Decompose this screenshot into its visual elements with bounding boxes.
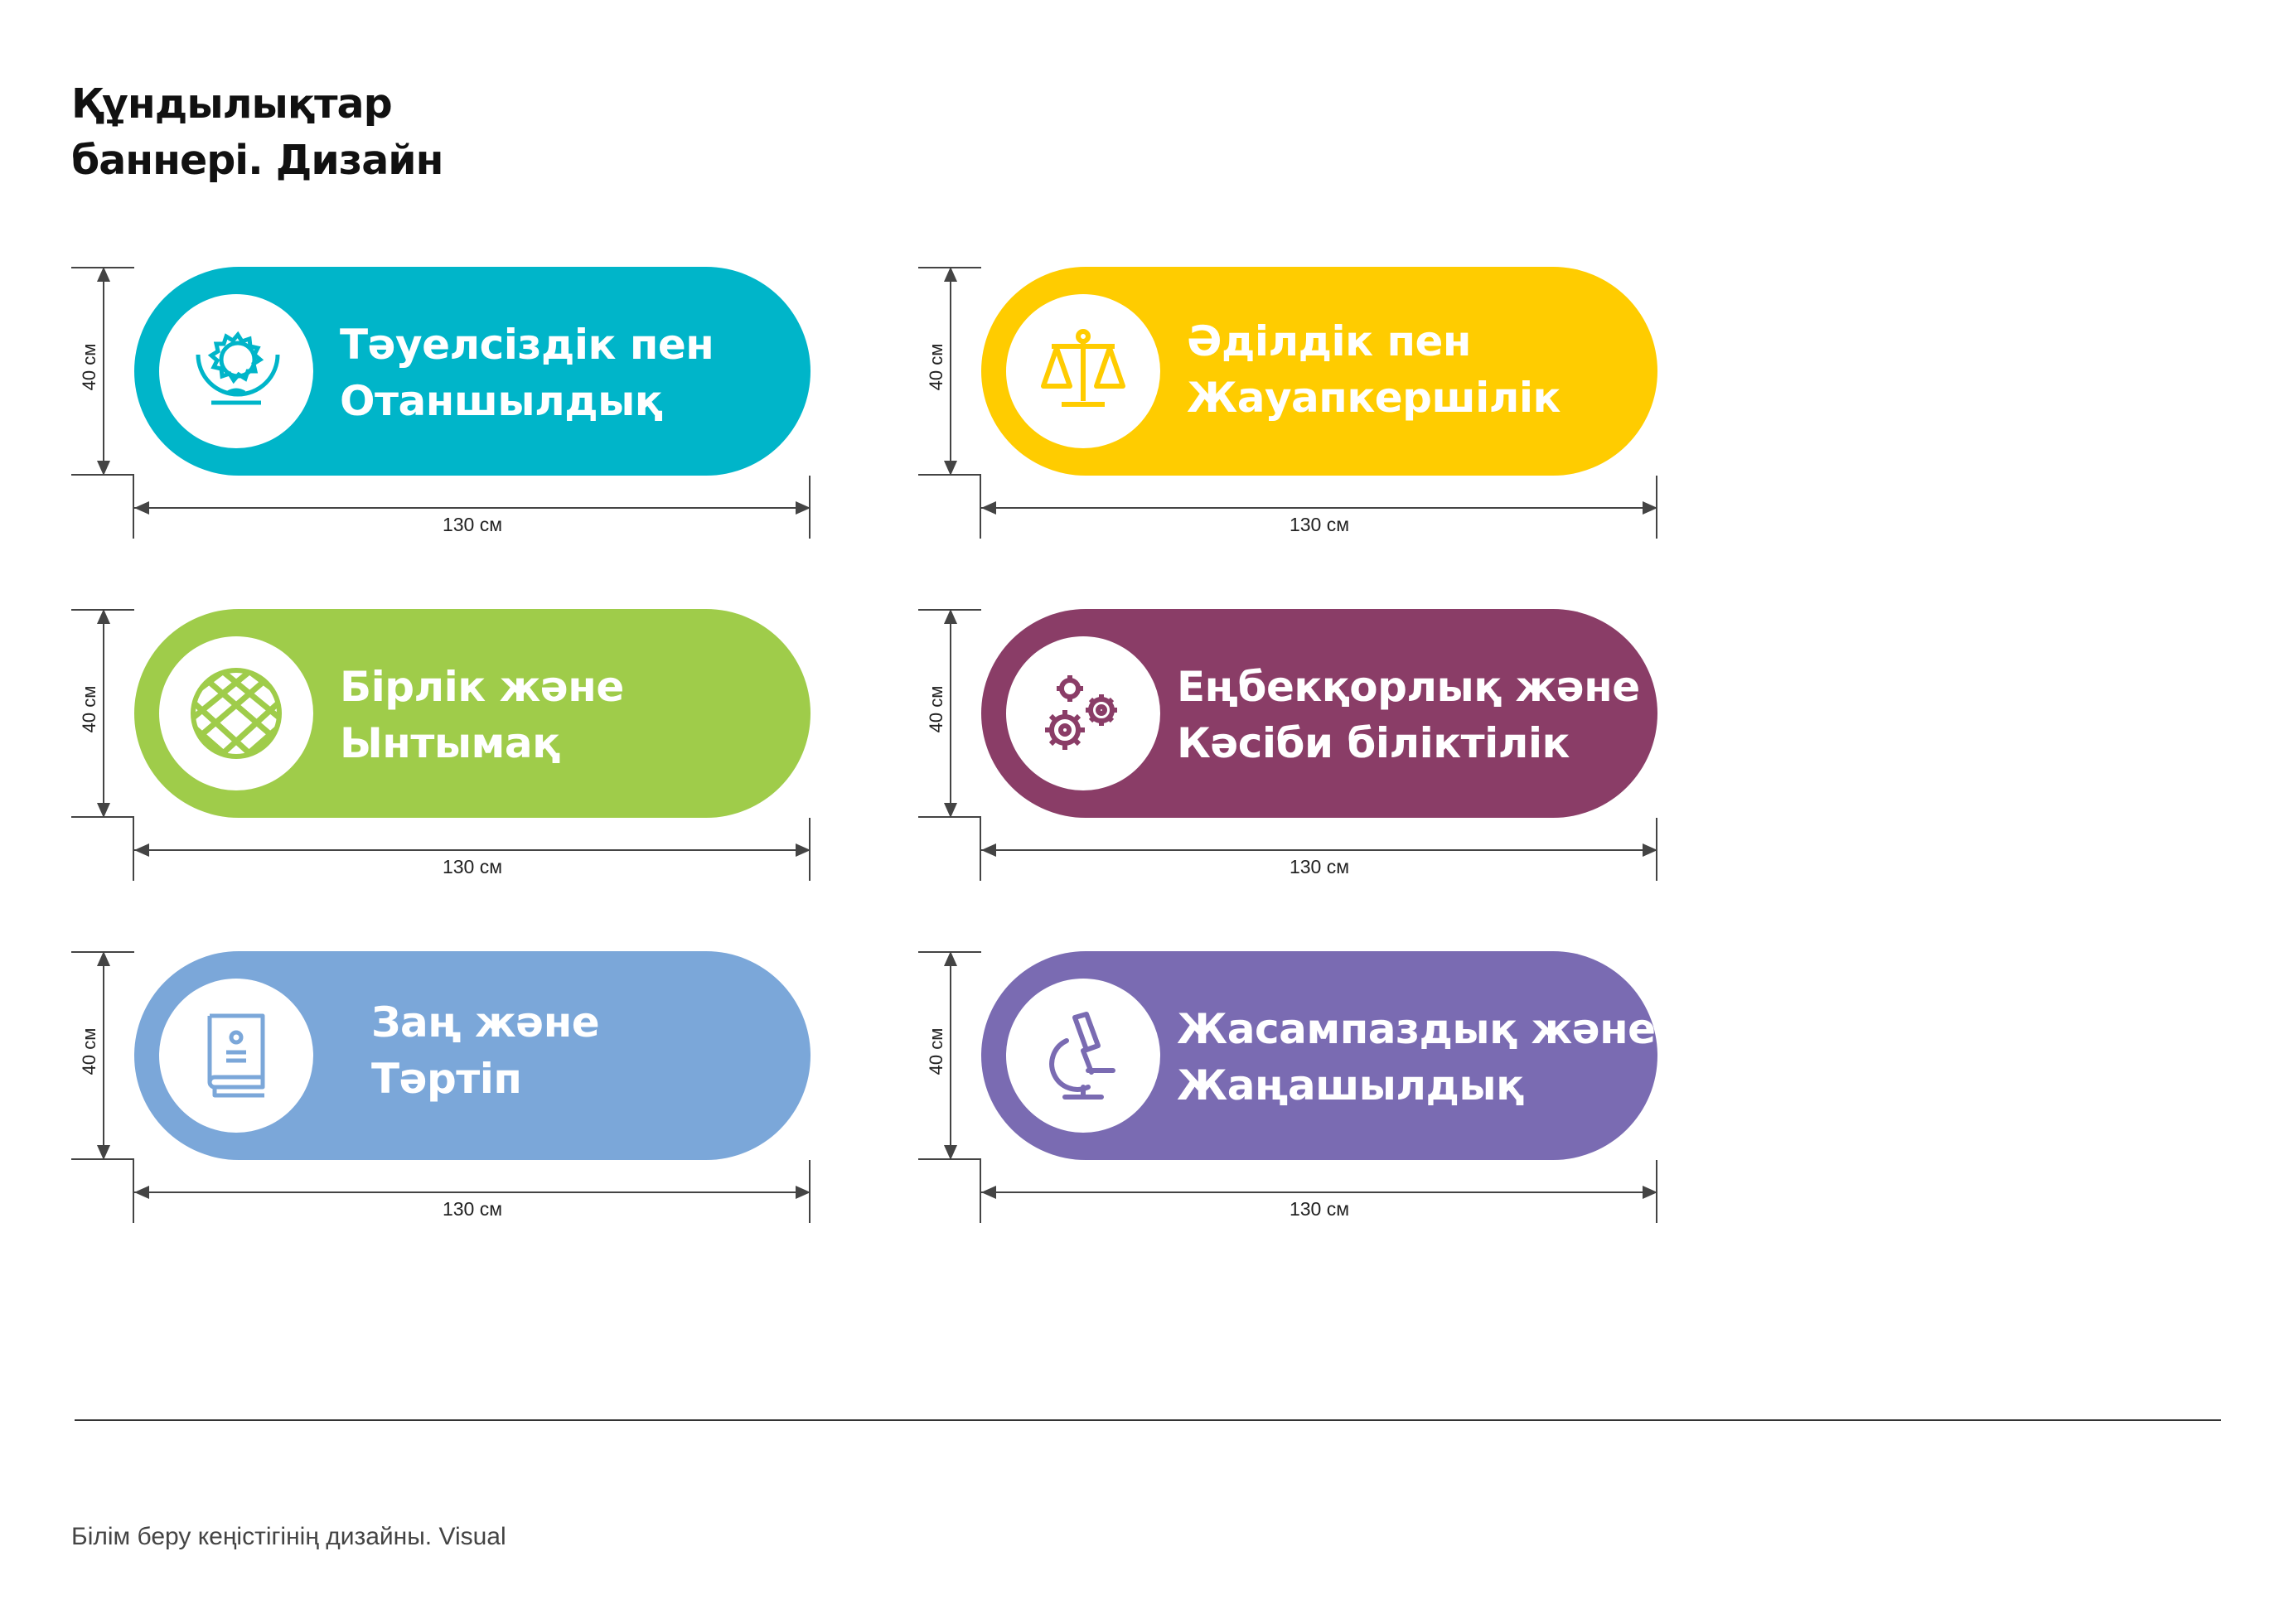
width-dimension-label: 130 см [1289,856,1350,877]
width-dimension-label: 130 см [1289,514,1350,535]
banner-diligence: Еңбекқорлық және Кәсіби біліктілік [981,609,1657,818]
height-dimension-label: 40 см [926,1027,946,1075]
banner-independence: Тәуелсіздік пен Отаншылдық [134,267,811,476]
height-dimension-label: 40 см [926,343,946,391]
page-title-line2: баннері. Дизайн [71,137,443,184]
banner-justice: Әділдік пен Жауапкершілік [981,267,1657,476]
height-dimension-label: 40 см [79,1027,99,1075]
banner-line1: Жасампаздық және [1177,1005,1656,1053]
page-title-line1: Құндылықтар [71,80,393,128]
banner-line2: Тәртіп [371,1055,522,1103]
banner-unity: Бірлік және Ынтымақ [134,609,811,818]
banner-line2: Жауапкершілік [1187,374,1561,422]
banner-line1: Заң және [371,998,600,1046]
page-title: Құндылықтар баннері. Дизайн [71,76,651,189]
banner-line2: Ынтымақ [340,719,560,767]
footer-divider [75,1419,2221,1421]
banner-block-5: 40 см Заң және Тәртіп 130 см [71,951,842,1225]
height-dimension-label: 40 см [79,343,99,391]
gears-icon [1045,675,1117,750]
width-dimension-label: 130 см [442,856,503,877]
banner-block-3: 40 см Бірлік және Ынтымақ 130 см [71,609,842,882]
banner-line2: Отаншылдық [340,377,663,425]
scales-icon [1041,329,1125,407]
globe-sun-icon [196,331,280,405]
banner-block-1: 40 см Тәуелсіздік пен Отаншылдық 130 см [71,267,842,540]
book-icon [207,1013,265,1098]
width-dimension-label: 130 см [1289,1198,1350,1220]
width-dimension-label: 130 см [442,1198,503,1220]
height-dimension-label: 40 см [79,685,99,733]
width-dimension-label: 130 см [442,514,503,535]
banner-line1: Тәуелсіздік пен [340,321,714,369]
banner-line2: Кәсіби біліктілік [1177,719,1570,767]
banner-line1: Әділдік пен [1187,317,1471,365]
banner-creativity: Жасампаздық және Жаңашылдық [981,951,1657,1160]
banner-block-4: 40 см Еңбекқорлық және Кәсіби біліктілік [918,609,1689,882]
banner-law: Заң және Тәртіп [134,951,811,1160]
footer-caption: Білім беру кеңістігінің дизайны. Visual [71,1523,506,1550]
banner-block-6: 40 см Жасампаздық және Жаңашылдық 130 см [918,951,1689,1225]
ornament-icon [191,668,282,759]
banner-line1: Еңбекқорлық және [1177,663,1640,711]
banner-line1: Бірлік және [340,663,624,711]
banner-line2: Жаңашылдық [1177,1061,1524,1109]
banner-block-2: 40 см Әділдік пен Жауапкершілік 130 см [918,267,1689,540]
height-dimension-label: 40 см [926,685,946,733]
microscope-icon [1049,1012,1115,1100]
